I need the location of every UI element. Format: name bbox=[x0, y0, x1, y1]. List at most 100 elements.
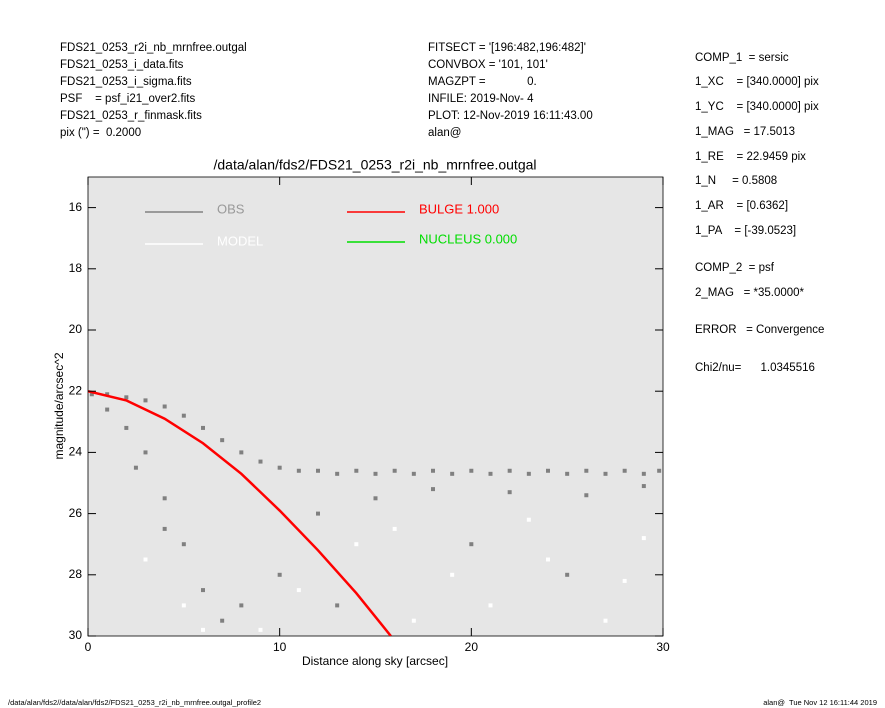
data-point bbox=[277, 465, 282, 470]
data-point bbox=[450, 572, 455, 577]
data-point bbox=[258, 459, 263, 464]
header-left-line: FDS21_0253_r2i_nb_mrnfree.outgal bbox=[60, 42, 247, 54]
fit-parameter: 1_AR = [0.6362] bbox=[695, 200, 789, 212]
legend-label: NUCLEUS 0.000 bbox=[419, 231, 517, 246]
data-point bbox=[258, 627, 263, 632]
chart-title: /data/alan/fds2/FDS21_0253_r2i_nb_mrnfre… bbox=[214, 157, 537, 173]
x-tick-label: 20 bbox=[465, 640, 479, 654]
y-tick-label: 18 bbox=[69, 261, 83, 275]
data-point bbox=[641, 536, 646, 541]
data-point bbox=[316, 511, 320, 516]
data-point bbox=[431, 487, 435, 492]
data-point bbox=[622, 468, 627, 473]
fit-parameter: ERROR = Convergence bbox=[695, 324, 825, 336]
legend-label: OBS bbox=[217, 201, 245, 216]
data-point bbox=[89, 392, 94, 397]
fit-parameter: Chi2/nu= 1.0345516 bbox=[695, 362, 815, 374]
data-point bbox=[411, 618, 416, 623]
data-point bbox=[181, 542, 186, 547]
data-point bbox=[354, 468, 359, 473]
data-point bbox=[565, 572, 570, 577]
data-point bbox=[641, 484, 646, 489]
y-tick-label: 30 bbox=[69, 628, 83, 642]
data-point bbox=[181, 413, 186, 418]
header-middle-line: INFILE: 2019-Nov- 4 bbox=[428, 93, 534, 105]
header-middle-line: FITSECT = '[196:482,196:482]' bbox=[428, 42, 586, 54]
data-point bbox=[431, 468, 435, 473]
data-point bbox=[657, 468, 662, 473]
data-point bbox=[296, 588, 301, 593]
header-middle-line: PLOT: 12-Nov-2019 16:11:43.00 bbox=[428, 110, 593, 122]
fit-parameter: 1_RE = 22.9459 pix bbox=[695, 151, 806, 163]
data-point bbox=[220, 438, 225, 443]
header-left-line: pix (") = 0.2000 bbox=[60, 127, 142, 139]
data-point bbox=[181, 603, 186, 608]
data-point bbox=[124, 395, 129, 400]
data-point bbox=[335, 471, 340, 476]
data-point bbox=[411, 471, 416, 476]
data-point bbox=[220, 618, 225, 623]
footer-right: alan@ Tue Nov 12 16:11:44 2019 bbox=[763, 698, 877, 707]
plot-area bbox=[87, 176, 664, 637]
y-tick-label: 22 bbox=[69, 383, 83, 397]
header-middle-line: alan@ bbox=[428, 127, 462, 139]
header-left-line: FDS21_0253_r_finmask.fits bbox=[60, 110, 202, 122]
data-point bbox=[105, 392, 110, 397]
fit-parameter: 2_MAG = *35.0000* bbox=[695, 287, 805, 299]
data-point bbox=[354, 542, 359, 547]
fit-parameter: COMP_2 = psf bbox=[695, 262, 774, 274]
data-point bbox=[622, 578, 627, 583]
data-point bbox=[488, 471, 493, 476]
data-point bbox=[603, 618, 608, 623]
footer-left: /data/alan/fds2//data/alan/fds2/FDS21_02… bbox=[8, 698, 262, 707]
x-axis-label: Distance along sky [arcsec] bbox=[302, 654, 448, 668]
data-point bbox=[316, 468, 320, 473]
data-point bbox=[526, 471, 531, 476]
data-point bbox=[201, 425, 205, 430]
x-tick-label: 10 bbox=[273, 640, 287, 654]
data-point bbox=[373, 496, 378, 501]
y-tick-label: 20 bbox=[69, 322, 83, 336]
data-point bbox=[296, 468, 301, 473]
data-point bbox=[507, 490, 512, 495]
fit-parameter: 1_N = 0.5808 bbox=[695, 175, 778, 187]
fit-parameter: 1_XC = [340.0000] pix bbox=[695, 76, 819, 88]
data-point bbox=[469, 468, 474, 473]
data-point bbox=[335, 603, 340, 608]
data-point bbox=[162, 496, 167, 501]
y-tick-label: 26 bbox=[69, 506, 83, 520]
data-point bbox=[450, 471, 455, 476]
header-left-line: FDS21_0253_i_sigma.fits bbox=[60, 76, 192, 88]
data-point bbox=[584, 468, 589, 473]
data-point bbox=[143, 398, 148, 403]
data-point bbox=[546, 557, 550, 562]
y-tick-label: 28 bbox=[69, 567, 83, 581]
legend-label: BULGE 1.000 bbox=[419, 201, 499, 216]
data-point bbox=[392, 526, 397, 531]
fit-parameter: 1_YC = [340.0000] pix bbox=[695, 101, 819, 113]
data-point bbox=[584, 493, 589, 498]
data-point bbox=[565, 471, 570, 476]
data-point bbox=[124, 425, 129, 430]
data-point bbox=[603, 471, 608, 476]
data-point bbox=[143, 450, 148, 455]
x-tick-label: 0 bbox=[85, 640, 92, 654]
data-point bbox=[162, 526, 167, 531]
plot-marks bbox=[88, 389, 662, 636]
data-point bbox=[507, 468, 512, 473]
y-tick-label: 24 bbox=[69, 445, 83, 459]
legend-label: MODEL bbox=[217, 233, 263, 248]
data-point bbox=[239, 603, 244, 608]
header-left-line: FDS21_0253_i_data.fits bbox=[60, 59, 184, 71]
data-point bbox=[277, 572, 282, 577]
fit-parameter: COMP_1 = sersic bbox=[695, 52, 789, 64]
data-point bbox=[143, 557, 148, 562]
data-point bbox=[546, 468, 550, 473]
data-point bbox=[133, 465, 138, 470]
y-axis-label: magnitude/arcsec^2 bbox=[52, 352, 66, 459]
x-tick-label: 30 bbox=[656, 640, 670, 654]
data-point bbox=[239, 450, 244, 455]
data-point bbox=[373, 471, 378, 476]
